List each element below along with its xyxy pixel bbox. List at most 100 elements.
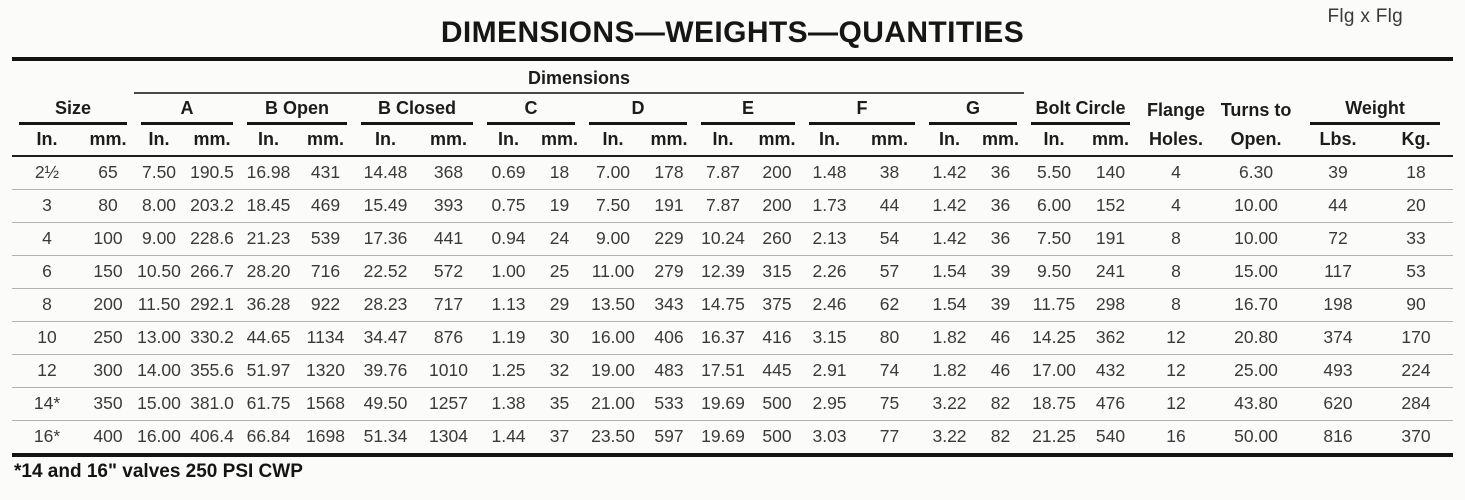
table-cell: 14.75: [694, 288, 752, 322]
table-cell: 11.00: [582, 255, 644, 289]
table-cell: 355.6: [184, 354, 240, 388]
table-cell: 0.94: [480, 222, 537, 256]
col-group-g: G: [922, 93, 1024, 125]
table-cell: 1698: [306, 426, 345, 447]
table-cell: 8.00: [134, 189, 184, 223]
unit-header: mm.: [537, 125, 582, 157]
table-cell: 150: [82, 255, 134, 289]
col-group-b-closed: B Closed: [354, 93, 480, 125]
table-row: 4 100 9.00 228.6 21.23 539 17.36 441 0.94 24 9.00 2…: [12, 222, 1454, 256]
unit-header: In.: [582, 125, 644, 157]
table-cell: 416: [752, 321, 802, 355]
table-cell: 279: [644, 255, 694, 289]
col-group-size: Size: [12, 93, 134, 125]
table-cell: 315: [752, 255, 802, 289]
dimensions-span-header: Dimensions: [134, 61, 1025, 94]
table-cell: 1.73: [802, 189, 857, 223]
table-cell: 1.54: [922, 288, 977, 322]
table-row: 10 250 13.00 330.2 44.65 1134 34.47 876 1.19 30 16…: [12, 321, 1454, 355]
table-cell: 6.00: [1024, 189, 1085, 223]
table-cell: 203.2: [184, 189, 240, 223]
table-cell: 75: [857, 387, 922, 421]
table-row: 3 80 8.00 203.2 18.45 469 15.49 393 0.75 19 7.50 19…: [12, 189, 1454, 223]
table-cell: 1304: [429, 426, 468, 447]
table-cell: 18: [537, 156, 582, 190]
table-cell: 7.50: [134, 156, 184, 190]
footnote: *14 and 16" valves 250 PSI CWP: [14, 461, 303, 482]
unit-header: mm.: [644, 125, 694, 157]
table-cell: 82: [990, 426, 1011, 447]
unit-header: mm.: [82, 125, 134, 157]
unit-header: mm.: [417, 125, 480, 157]
table-cell: 25: [537, 255, 582, 289]
table-cell: 28.20: [240, 255, 297, 289]
spacer-cell: [12, 61, 134, 93]
table-cell: 330.2: [184, 321, 240, 355]
table-cell: 17.00: [1024, 354, 1085, 388]
table-cell: 241: [1084, 255, 1138, 289]
table-cell: 483: [644, 354, 694, 388]
table-cell: 7.87: [694, 156, 752, 190]
col-group-e: E: [694, 93, 802, 125]
table-cell: 15.00: [1215, 255, 1298, 289]
table-cell: 493: [1297, 354, 1380, 388]
table-cell: 1.82: [922, 321, 977, 355]
table-cell: 62: [857, 288, 922, 322]
table-cell: 0.75: [480, 189, 537, 223]
table-cell: 10.00: [1215, 222, 1298, 256]
table-cell: 1.13: [480, 288, 537, 322]
table-cell: 876: [417, 321, 480, 355]
table-cell: 16.70: [1215, 288, 1298, 322]
table-cell: 540: [1095, 426, 1126, 447]
table-cell: 1.19: [480, 321, 537, 355]
table-cell: 12: [1137, 354, 1216, 388]
table-cell: 8: [1137, 255, 1216, 289]
table-cell: 3.15: [802, 321, 857, 355]
table-cell: 400: [93, 426, 123, 447]
table-cell: 10.00: [1215, 189, 1298, 223]
table-cell: 19.69: [694, 387, 752, 421]
table-cell: 117: [1297, 255, 1380, 289]
table-cell: 1.54: [922, 255, 977, 289]
unit-header: In.: [354, 125, 417, 157]
col-group-flange-holes: Flange Holes.: [1137, 93, 1216, 157]
table-cell: 1568: [297, 387, 354, 421]
unit-header: mm.: [752, 125, 802, 157]
unit-header: mm.: [184, 125, 240, 157]
table-cell: 620: [1297, 387, 1380, 421]
table-cell: 80: [82, 189, 134, 223]
col-group-weight: Weight: [1297, 93, 1453, 125]
table-cell: 406.4: [190, 426, 234, 447]
table-cell: 30: [537, 321, 582, 355]
table-cell: 8: [1137, 288, 1216, 322]
table-cell: 500: [752, 387, 802, 421]
table-cell: 0.69: [480, 156, 537, 190]
table-cell: 11.50: [134, 288, 184, 322]
table-cell: 72: [1297, 222, 1380, 256]
table-cell: 16.98: [240, 156, 297, 190]
unit-header: In.: [694, 125, 752, 157]
table-cell: 19.00: [582, 354, 644, 388]
table-row: 6 150 10.50 266.7 28.20 716 22.52 572 1.00 25 11.0…: [12, 255, 1454, 289]
table-cell: 432: [1084, 354, 1138, 388]
table-cell: 7.50: [582, 189, 644, 223]
col-group-d: D: [582, 93, 694, 125]
table-cell: 18.75: [1024, 387, 1085, 421]
table-cell: 1.42: [922, 156, 977, 190]
table-cell: 1.82: [922, 354, 977, 388]
table-cell: 19: [537, 189, 582, 223]
unit-header: Lbs.: [1297, 125, 1380, 157]
table-cell: 37: [549, 426, 570, 447]
table-cell: 36: [977, 189, 1025, 223]
table-cell: 18.45: [240, 189, 297, 223]
table-cell: 228.6: [184, 222, 240, 256]
table-cell: 77: [879, 426, 900, 447]
table-cell: 717: [417, 288, 480, 322]
table-cell: 39: [1297, 156, 1380, 190]
col-group-bolt-circle: Bolt Circle: [1024, 93, 1137, 125]
table-cell: 12.39: [694, 255, 752, 289]
spacer-cell: [1024, 61, 1453, 93]
table-cell: 198: [1297, 288, 1380, 322]
table-cell: 200: [82, 288, 134, 322]
table-cell: 200: [752, 189, 802, 223]
